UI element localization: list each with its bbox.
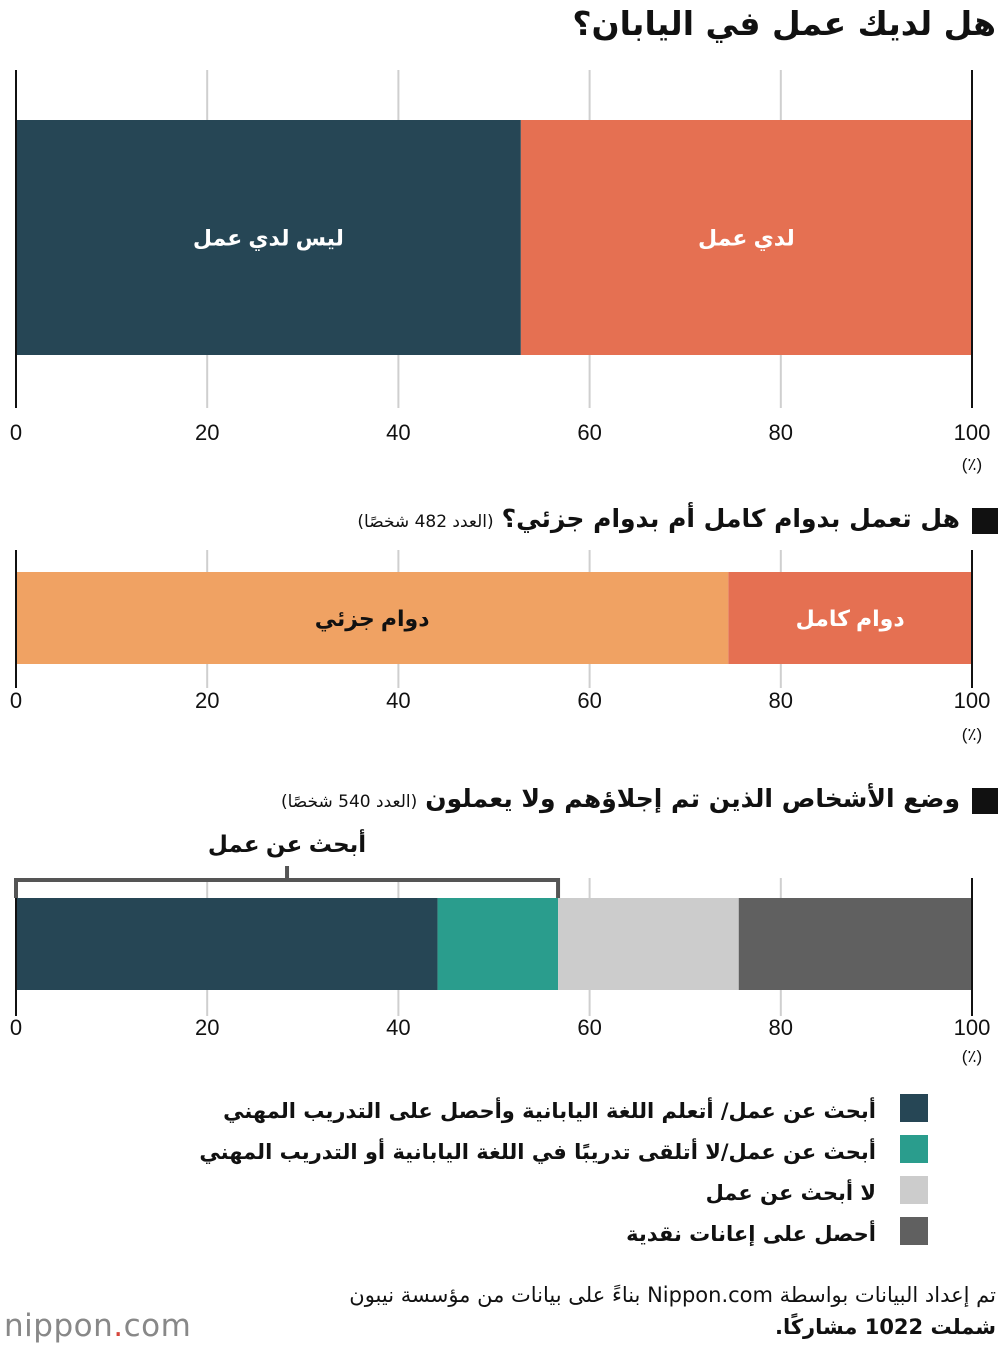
tick-label: 80	[769, 688, 793, 713]
legend-label: أبحث عن عمل/لا أتلقى تدريبًا في اللغة ال…	[199, 1139, 876, 1164]
tick-label: 60	[577, 1015, 601, 1040]
tick-label: 0	[10, 688, 22, 713]
bar-segment	[16, 898, 438, 990]
section-marker-square	[972, 508, 998, 534]
tick-label: 20	[195, 688, 219, 713]
tick-label: 20	[195, 420, 219, 445]
logo-tld: com	[123, 1308, 192, 1344]
tick-label: 20	[195, 1015, 219, 1040]
logo-dot: .	[113, 1308, 124, 1344]
bar-segment	[437, 898, 559, 990]
tick-label: 100	[954, 1015, 991, 1040]
chart2-sample-size: (العدد 482 شخصًا)	[357, 512, 494, 532]
bar-segment	[558, 898, 739, 990]
legend: أبحث عن عمل/ أتعلم اللغة اليابانية وأحصل…	[199, 1090, 928, 1254]
tick-label: 60	[577, 688, 601, 713]
nippon-logo: nippon.com	[4, 1308, 191, 1344]
chart3-title: وضع الأشخاص الذين تم إجلاؤهم ولا يعملون (…	[281, 784, 960, 813]
legend-label: لا أبحث عن عمل	[705, 1180, 876, 1205]
unit-label: (٪)	[962, 1047, 982, 1066]
legend-item: أبحث عن عمل/ أتعلم اللغة اليابانية وأحصل…	[199, 1090, 928, 1131]
bar-segment	[738, 898, 972, 990]
tick-label: 80	[769, 1015, 793, 1040]
legend-item: أحصل على إعانات نقدية	[199, 1213, 928, 1254]
chart2-heading: هل تعمل بدوام كامل أم بدوام جزئي؟	[501, 504, 960, 533]
bar-segment	[520, 120, 972, 355]
bar-label: ليس لدي عمل	[193, 226, 344, 252]
tick-label: 0	[10, 1015, 22, 1040]
chart3-heading: وضع الأشخاص الذين تم إجلاؤهم ولا يعملون	[425, 784, 960, 813]
legend-label: أحصل على إعانات نقدية	[626, 1221, 876, 1246]
chart3-sample-size: (العدد 540 شخصًا)	[280, 792, 418, 812]
bar-segment	[16, 120, 521, 355]
tick-label: 80	[769, 420, 793, 445]
legend-swatch	[900, 1135, 928, 1163]
tick-label: 40	[386, 420, 410, 445]
tick-label: 40	[386, 1015, 410, 1040]
tick-label: 40	[386, 688, 410, 713]
bar-segment	[16, 572, 729, 664]
unit-label: (٪)	[962, 725, 982, 744]
source-line: تم إعداد البيانات بواسطة Nippon.com بناء…	[349, 1283, 996, 1307]
tick-label: 0	[10, 420, 22, 445]
tick-label: 60	[577, 420, 601, 445]
source-line: شملت 1022 مشاركًا.	[774, 1314, 996, 1339]
charts-canvas: لدي عمل ليس لدي عمل 0 20 40 60 80 100 (٪) دوام كا…	[10, 70, 991, 1066]
logo-main: nippon	[4, 1308, 114, 1344]
unit-label: (٪)	[962, 455, 982, 474]
bracket	[14, 878, 561, 898]
source-note: تم إعداد البيانات بواسطة Nippon.com بناء…	[349, 1280, 996, 1343]
chart2-title: هل تعمل بدوام كامل أم بدوام جزئي؟ (العدد …	[357, 504, 960, 533]
legend-item: لا أبحث عن عمل	[199, 1172, 928, 1213]
legend-swatch	[900, 1094, 928, 1122]
bar-label: دوام جزئي	[315, 606, 430, 632]
legend-swatch	[900, 1217, 928, 1245]
legend-item: أبحث عن عمل/لا أتلقى تدريبًا في اللغة ال…	[199, 1131, 928, 1172]
tick-label: 100	[954, 688, 991, 713]
legend-label: أبحث عن عمل/ أتعلم اللغة اليابانية وأحصل…	[223, 1098, 876, 1123]
legend-swatch	[900, 1176, 928, 1204]
bar-label: دوام كامل	[796, 606, 905, 632]
bracket-label: أبحث عن عمل	[208, 828, 366, 858]
section-marker-square	[972, 788, 998, 814]
bar-label: لدي عمل	[698, 226, 795, 252]
chart-title: هل لديك عمل في اليابان؟	[572, 4, 996, 43]
tick-label: 100	[954, 420, 991, 445]
bar-segment	[728, 572, 972, 664]
